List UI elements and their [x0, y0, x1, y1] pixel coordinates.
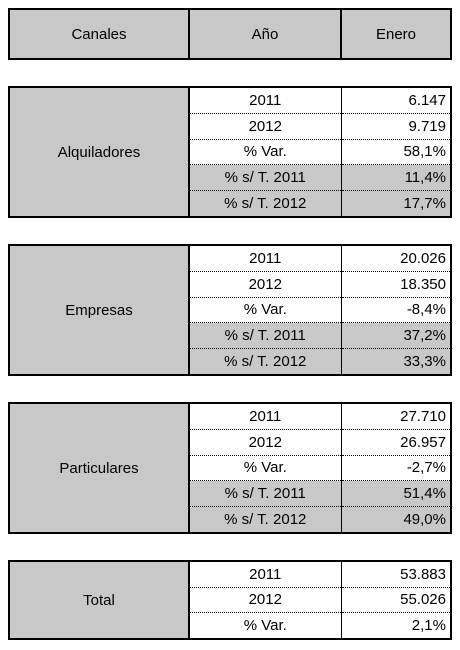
row-label: % s/ T. 2012 [188, 505, 342, 534]
row-value: 27.710 [340, 401, 452, 430]
row-label: % s/ T. 2011 [188, 480, 342, 507]
row-value: 2,1% [340, 612, 452, 641]
section-particulares: Particulares 2011 27.710 2012 26.957 % V… [8, 401, 452, 534]
row-value: 11,4% [340, 164, 452, 191]
row-label: % Var. [188, 296, 342, 324]
row-value: 20.026 [340, 243, 452, 272]
row-label: % Var. [188, 454, 342, 482]
row-label: 2011 [188, 401, 342, 430]
row-value: 17,7% [340, 189, 452, 218]
row-label: 2012 [188, 428, 342, 456]
row-label: % Var. [188, 138, 342, 166]
row-value: 18.350 [340, 270, 452, 298]
row-label: 2012 [188, 586, 342, 614]
section-label: Particulares [8, 402, 190, 534]
row-value: 53.883 [340, 559, 452, 588]
section-alquiladores: Alquiladores 2011 6.147 2012 9.719 % Var… [8, 85, 452, 218]
row-label: 2011 [188, 243, 342, 272]
section-label: Total [8, 560, 190, 640]
row-value: 26.957 [340, 428, 452, 456]
header-canales: Canales [8, 8, 190, 60]
section-label: Empresas [8, 244, 190, 376]
row-label: % s/ T. 2012 [188, 189, 342, 218]
table-header: Canales Año Enero [8, 8, 452, 60]
row-value: 49,0% [340, 505, 452, 534]
row-label: % s/ T. 2012 [188, 347, 342, 376]
row-value: 6.147 [340, 85, 452, 114]
row-label: 2012 [188, 270, 342, 298]
row-value: 51,4% [340, 480, 452, 507]
section-total: Total 2011 53.883 2012 55.026 % Var. 2,1… [8, 559, 452, 641]
row-value: 37,2% [340, 322, 452, 349]
header-enero: Enero [340, 8, 452, 60]
row-value: -8,4% [340, 296, 452, 324]
row-value: 33,3% [340, 347, 452, 376]
row-label: 2011 [188, 559, 342, 588]
row-label: 2011 [188, 85, 342, 114]
row-value: 55.026 [340, 586, 452, 614]
section-label: Alquiladores [8, 86, 190, 218]
row-label: % Var. [188, 612, 342, 641]
section-empresas: Empresas 2011 20.026 2012 18.350 % Var. … [8, 243, 452, 376]
row-label: 2012 [188, 112, 342, 140]
row-value: -2,7% [340, 454, 452, 482]
row-value: 9.719 [340, 112, 452, 140]
row-label: % s/ T. 2011 [188, 164, 342, 191]
row-value: 58,1% [340, 138, 452, 166]
header-ano: Año [188, 8, 342, 60]
row-label: % s/ T. 2011 [188, 322, 342, 349]
